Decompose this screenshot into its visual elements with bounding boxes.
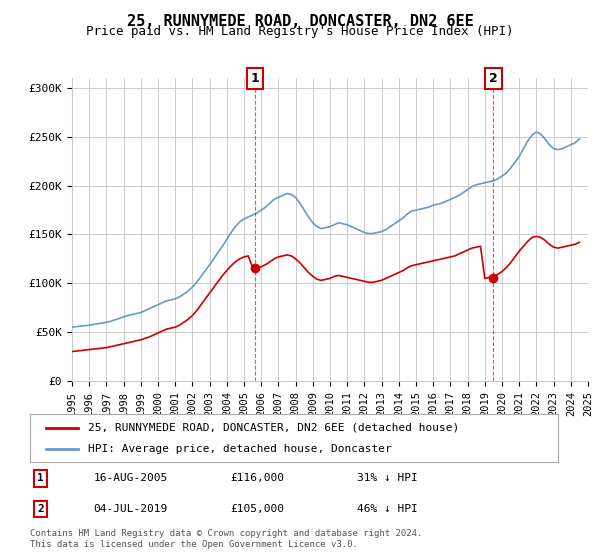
Text: 25, RUNNYMEDE ROAD, DONCASTER, DN2 6EE (detached house): 25, RUNNYMEDE ROAD, DONCASTER, DN2 6EE (… [88,423,460,433]
Text: 04-JUL-2019: 04-JUL-2019 [94,504,167,514]
Text: 31% ↓ HPI: 31% ↓ HPI [358,473,418,483]
Text: 2: 2 [489,72,498,85]
Text: Price paid vs. HM Land Registry's House Price Index (HPI): Price paid vs. HM Land Registry's House … [86,25,514,38]
Text: 16-AUG-2005: 16-AUG-2005 [94,473,167,483]
Text: £116,000: £116,000 [230,473,284,483]
Text: 46% ↓ HPI: 46% ↓ HPI [358,504,418,514]
Text: Contains HM Land Registry data © Crown copyright and database right 2024.
This d: Contains HM Land Registry data © Crown c… [30,529,422,549]
Text: £105,000: £105,000 [230,504,284,514]
Text: 25, RUNNYMEDE ROAD, DONCASTER, DN2 6EE: 25, RUNNYMEDE ROAD, DONCASTER, DN2 6EE [127,14,473,29]
Text: 1: 1 [250,72,259,85]
Text: 1: 1 [37,473,44,483]
Text: 2: 2 [37,504,44,514]
Text: HPI: Average price, detached house, Doncaster: HPI: Average price, detached house, Donc… [88,444,392,454]
